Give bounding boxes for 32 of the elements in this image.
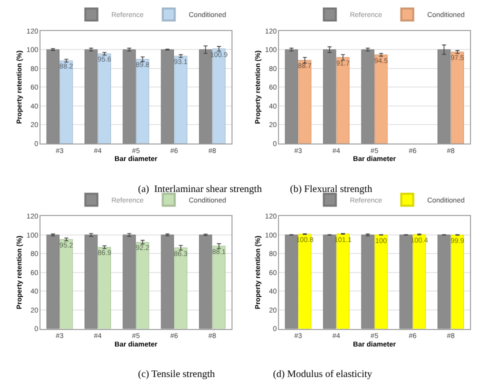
bar — [323, 49, 336, 144]
bar — [160, 49, 174, 144]
bar — [450, 52, 464, 144]
bar — [136, 58, 150, 144]
bar — [122, 49, 136, 144]
bar — [174, 56, 188, 144]
bar — [136, 242, 150, 329]
bar — [98, 53, 112, 144]
bar — [174, 248, 188, 329]
text: (a) Interlaminar shear strength — [138, 184, 262, 195]
text: (b) Flexural strength — [290, 184, 372, 195]
bar — [46, 234, 60, 329]
bar — [84, 234, 98, 329]
bar — [46, 49, 60, 144]
bar — [122, 234, 136, 329]
bar — [199, 234, 212, 329]
bar — [199, 49, 212, 144]
bar — [84, 49, 98, 144]
bar — [212, 48, 226, 144]
bar — [361, 49, 374, 144]
bar — [374, 54, 388, 144]
bar — [212, 246, 226, 329]
bar — [298, 60, 312, 144]
bar — [336, 57, 350, 144]
bar — [60, 60, 73, 144]
text: (d) Modulus of elasticity — [273, 369, 372, 380]
bar — [98, 246, 112, 329]
bar — [60, 239, 73, 329]
text: (c) Tensile strength — [138, 369, 215, 380]
bar — [160, 234, 174, 329]
bar — [284, 49, 298, 144]
bar — [438, 49, 451, 144]
